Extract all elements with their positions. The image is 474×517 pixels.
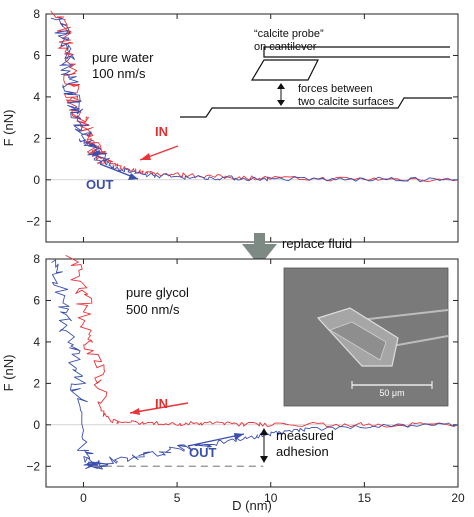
bottom-condition-line1: pure glycol — [126, 285, 189, 300]
force-arrow-head-down — [277, 100, 285, 106]
forces-label-line2: two calcite surfaces — [298, 96, 394, 108]
y-tick-label: 8 — [33, 252, 40, 266]
adhesion-label-line1: measured — [276, 428, 334, 443]
x-tick-label: 10 — [264, 491, 278, 505]
y-tick-label: 0 — [33, 173, 40, 187]
bottom-series-group — [51, 255, 459, 470]
top-out-arrow-head — [128, 173, 138, 180]
sem-cantilever-top — [359, 309, 449, 321]
y-tick-label: 2 — [33, 376, 40, 390]
calcite-substrate-shape — [180, 97, 452, 118]
top-in-arrow-head — [140, 153, 151, 160]
adhesion-arrow-head-up — [260, 428, 268, 435]
top-in-label: IN — [155, 124, 168, 139]
replace-fluid-arrow-head — [242, 244, 277, 266]
top-condition-line1: pure water — [92, 50, 154, 65]
sem-image: 50 μm — [283, 267, 449, 407]
series-line-in — [65, 255, 459, 428]
replace-fluid-label: replace fluid — [282, 236, 352, 251]
x-tick-label: 20 — [451, 491, 465, 505]
bottom-in-arrow-head — [130, 408, 140, 415]
adhesion-arrow-head-down — [260, 456, 268, 463]
y-tick-label: 2 — [33, 131, 40, 145]
y-tick-label: 8 — [33, 7, 40, 21]
top-plot-frame — [45, 13, 459, 243]
bottom-x-axis-label: D (nm) — [232, 498, 272, 513]
force-arrow-head-up — [277, 83, 285, 89]
x-tick-label: 0 — [80, 491, 87, 505]
y-tick-label: 6 — [33, 48, 40, 62]
replace-fluid-arrow-shaft — [254, 233, 265, 246]
top-condition-line2: 100 nm/s — [92, 66, 146, 81]
top-y-axis-label: F (nN) — [1, 110, 16, 147]
replace-fluid-marker: replace fluid — [242, 233, 352, 266]
bottom-in-arrow — [129, 402, 189, 414]
bottom-out-arrow-head — [234, 433, 244, 440]
y-tick-label: 4 — [33, 90, 40, 104]
y-tick-label: 6 — [33, 293, 40, 307]
y-tick-label: 4 — [33, 335, 40, 349]
bottom-x-axis: 0 5 10 15 20 — [80, 259, 465, 505]
y-tick-label: −2 — [26, 214, 40, 228]
top-x-axis — [82, 14, 459, 242]
y-tick-label: −2 — [26, 459, 40, 473]
adhesion-label-line2: adhesion — [276, 444, 329, 459]
probe-label-line1: “calcite probe” — [254, 28, 324, 40]
series-line-out — [51, 259, 459, 470]
bottom-panel: −2 0 2 4 6 8 0 5 10 15 20 F (nN) D (nm) pure glyc… — [1, 252, 465, 513]
bottom-y-axis: −2 0 2 4 6 8 — [26, 252, 458, 473]
top-panel: −2 0 2 4 6 8 F (nN) pure water 100 nm/s “calc… — [1, 7, 459, 243]
bottom-condition-line2: 500 nm/s — [126, 302, 180, 317]
cantilever-shape — [263, 46, 450, 58]
bottom-y-axis-label: F (nN) — [1, 355, 16, 392]
sem-crystal-face — [329, 321, 387, 361]
series-line-out — [50, 17, 459, 183]
forces-label-line1: forces between — [298, 83, 373, 95]
bottom-out-label: OUT — [189, 445, 217, 460]
bottom-in-label: IN — [155, 396, 168, 411]
x-tick-label: 15 — [358, 491, 372, 505]
y-tick-label: 0 — [33, 418, 40, 432]
top-series-group — [50, 10, 459, 183]
calcite-probe-crystal — [250, 59, 319, 81]
top-y-axis: −2 0 2 4 6 8 — [26, 7, 458, 228]
x-tick-label: 5 — [174, 491, 181, 505]
sem-scale-bar-label: 50 μm — [379, 388, 404, 398]
top-out-label: OUT — [86, 177, 114, 192]
calcite-probe-schematic: “calcite probe” on cantilever forces bet… — [180, 28, 452, 118]
